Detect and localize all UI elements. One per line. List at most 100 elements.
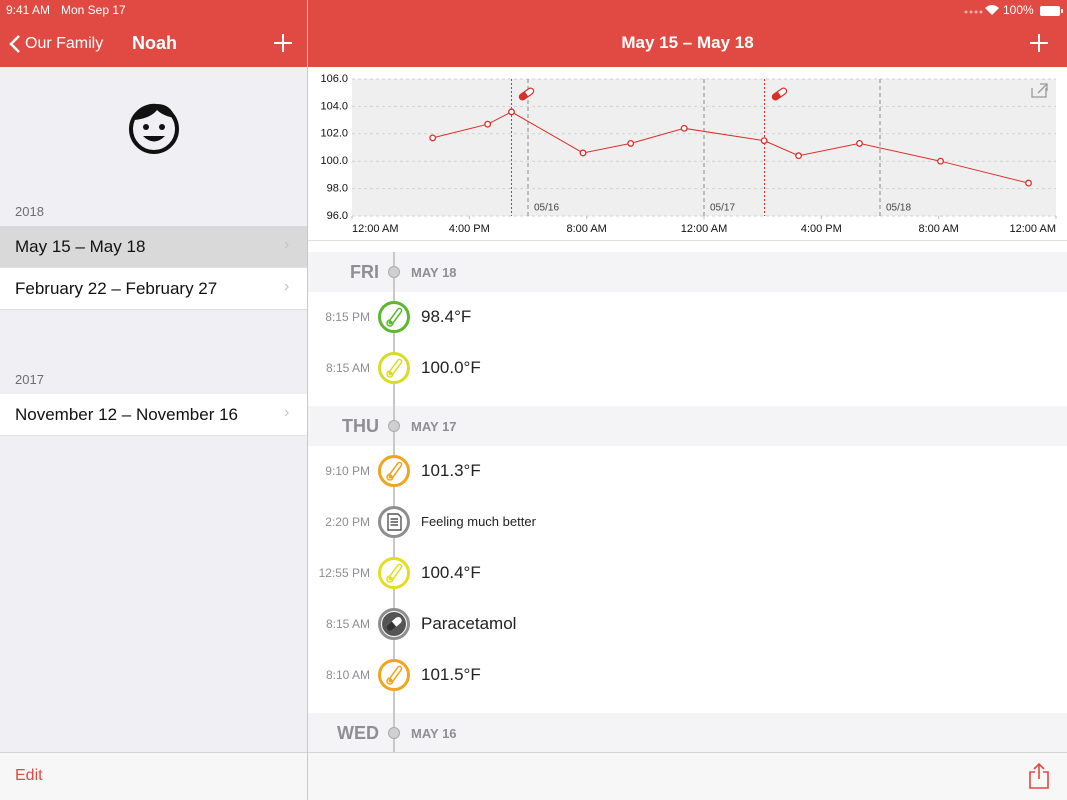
chart: 96.0 98.0 100.0 102.0 104.0 106.0 12:00 AM 4:00… [320, 73, 1057, 235]
sidebar-title: Noah [132, 33, 177, 53]
pill-half [519, 91, 529, 100]
day-header [308, 713, 1067, 753]
day-label: 05/17 [710, 203, 735, 214]
expand-icon[interactable] [1031, 83, 1048, 98]
temperature-point [680, 124, 688, 132]
thermometer [386, 307, 403, 327]
thermometer-bulb [388, 371, 393, 376]
temperature-point [856, 139, 863, 147]
entry-time: 9:10 PM [325, 464, 370, 478]
add-entry-button[interactable] [1029, 33, 1049, 53]
y-tick-label: 96.0 [327, 210, 348, 222]
thermometer-icon [378, 455, 410, 487]
x-tick-label: 12:00 AM [1010, 223, 1056, 235]
weekday: WED [337, 723, 379, 743]
date-range-label: May 15 – May 18 [15, 237, 146, 256]
entry-text[interactable]: Paracetamol [421, 614, 517, 633]
chevron: › [284, 278, 290, 295]
temperature-point [579, 149, 587, 157]
back-button[interactable]: Our Family [25, 35, 104, 52]
entry-text[interactable]: 100.0°F [421, 358, 481, 377]
date-range-label: February 22 – February 27 [15, 279, 218, 298]
day-label: 05/18 [886, 203, 911, 214]
pill-icon [378, 608, 410, 640]
y-tick-label: 98.0 [327, 183, 348, 195]
thermometer-icon [378, 301, 410, 333]
day-dot [388, 420, 400, 432]
edit-button[interactable]: Edit [15, 767, 43, 784]
date-range-row[interactable] [0, 226, 307, 268]
entry-time: 2:20 PM [325, 515, 370, 529]
section-year: 2017 [15, 372, 44, 387]
add-button[interactable] [273, 33, 293, 53]
icon-ring [378, 557, 410, 589]
icon-ring [378, 659, 410, 691]
entry-text[interactable]: 100.4°F [421, 563, 481, 582]
entry-text[interactable]: Feeling much better [421, 514, 536, 529]
date-range-row[interactable] [0, 394, 307, 436]
note [387, 513, 402, 531]
chevron: › [284, 404, 290, 421]
temperature-point [484, 120, 492, 128]
date-range-row[interactable] [0, 268, 307, 310]
entry-time: 12:55 PM [318, 566, 370, 580]
x-tick-label: 4:00 PM [449, 223, 490, 235]
status-battery: 100% [1003, 3, 1034, 17]
entry-time: 8:15 AM [325, 617, 370, 631]
entry-time: 8:15 AM [325, 361, 370, 375]
pill-half [386, 621, 397, 632]
status-time: 9:41 AM [6, 3, 51, 17]
sidebar-toolbar [0, 752, 307, 800]
temperature-point [937, 157, 944, 165]
back-chevron[interactable] [8, 34, 22, 54]
entry-text[interactable]: 98.4°F [421, 307, 472, 326]
main-title: May 15 – May 18 [621, 33, 754, 52]
thermometer [386, 665, 403, 685]
y-tick-label: 102.0 [320, 128, 348, 140]
section-year: 2018 [15, 204, 44, 219]
entry-text[interactable]: 101.3°F [421, 461, 481, 480]
temperature-point [429, 134, 437, 142]
y-tick-label: 106.0 [320, 73, 348, 85]
weekday: THU [342, 416, 379, 436]
pill-half [772, 91, 782, 100]
sidebar-header [0, 0, 307, 67]
thermometer-icon [378, 352, 410, 384]
day-dot [388, 266, 400, 278]
avatar [129, 103, 179, 154]
main-header [307, 0, 1067, 67]
thermometer-bulb [388, 576, 393, 581]
x-tick-label: 12:00 AM [352, 223, 398, 235]
x-tick-label: 8:00 AM [918, 223, 958, 235]
entry-time: 8:10 AM [325, 668, 370, 682]
icon-ring [378, 301, 410, 333]
status-date: Mon Sep 17 [61, 3, 126, 17]
chevron: › [284, 236, 290, 253]
y-tick-label: 100.0 [320, 155, 348, 167]
date: MAY 16 [411, 726, 457, 741]
temperature-point [795, 152, 803, 160]
x-tick-label: 4:00 PM [801, 223, 842, 235]
temperature-point [1025, 179, 1032, 187]
x-tick-label: 8:00 AM [566, 223, 606, 235]
thermometer [386, 358, 403, 378]
date: MAY 18 [411, 265, 457, 280]
x-tick-label: 12:00 AM [681, 223, 727, 235]
day-dot [388, 727, 400, 739]
entry-text[interactable]: 101.5°F [421, 665, 481, 684]
thermometer-bulb [388, 678, 393, 683]
y-tick-label: 104.0 [320, 100, 348, 112]
share-button[interactable] [1028, 762, 1050, 790]
main-toolbar [308, 752, 1067, 800]
date: MAY 17 [411, 419, 457, 434]
thermometer [386, 563, 403, 583]
thermometer-bulb [388, 474, 393, 479]
date-range-label: November 12 – November 16 [15, 405, 239, 424]
icon-ring [378, 352, 410, 384]
note-icon [378, 506, 410, 538]
day-header [308, 252, 1067, 292]
temperature-point [760, 137, 768, 145]
thermometer [386, 461, 403, 481]
medication-icon [518, 87, 535, 101]
